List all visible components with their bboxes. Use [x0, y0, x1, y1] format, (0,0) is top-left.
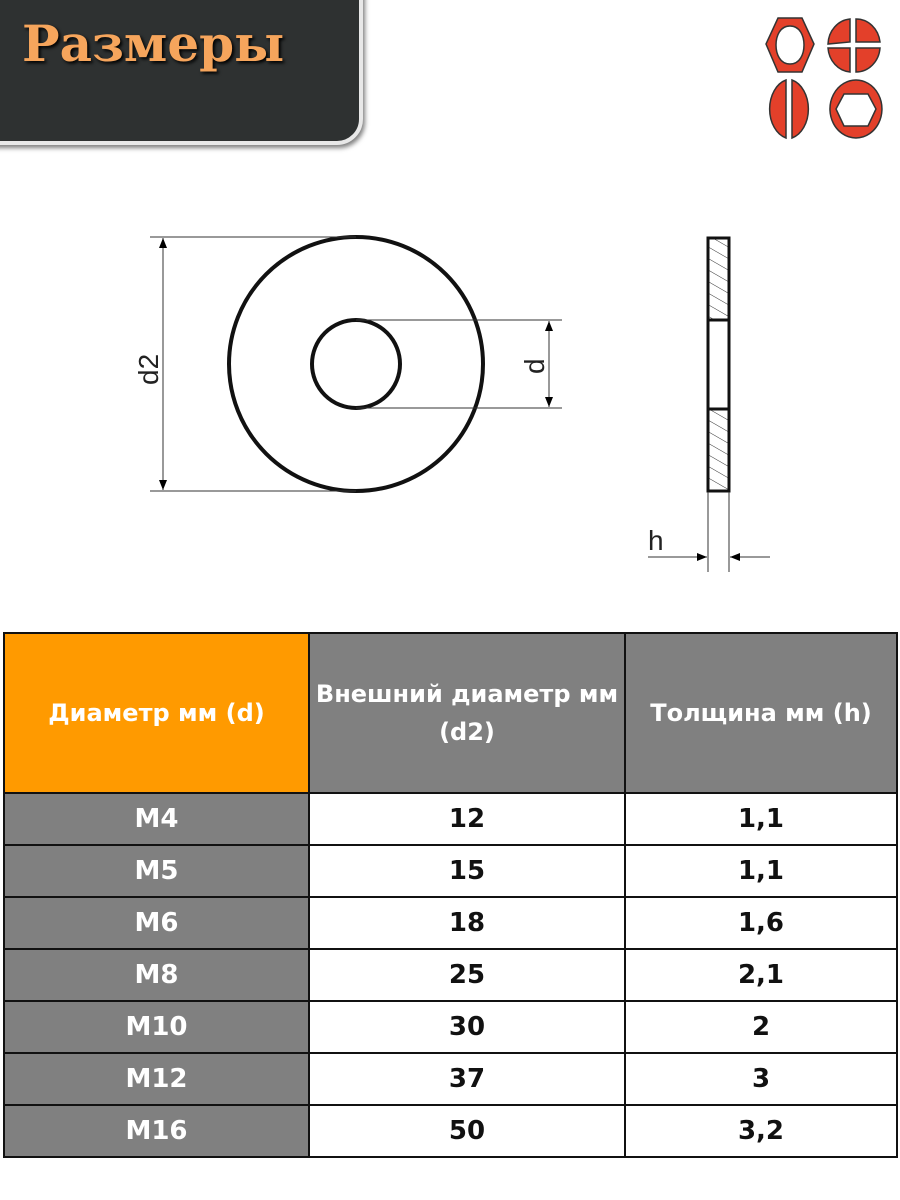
h-dimension — [648, 492, 770, 572]
cell-h: 1,1 — [624, 792, 898, 846]
cell-d2: 50 — [308, 1104, 626, 1158]
cell-size: M12 — [3, 1052, 310, 1106]
header-thickness: Толщина мм (h) — [624, 632, 898, 794]
table-row: M10 30 2 — [3, 1000, 898, 1054]
size-table: Диаметр мм (d) Внешний диаметр мм (d2) Т… — [3, 632, 898, 1158]
fastener-heads-icon — [765, 17, 883, 140]
table-header-row: Диаметр мм (d) Внешний диаметр мм (d2) Т… — [3, 632, 898, 794]
banner-title: Размеры — [22, 14, 285, 73]
d2-dimension — [150, 236, 356, 492]
d-label: d — [519, 358, 550, 374]
table-row: M12 37 3 — [3, 1052, 898, 1106]
d-dimension — [356, 319, 562, 409]
title-banner: Размеры — [0, 0, 363, 145]
table-row: M5 15 1,1 — [3, 844, 898, 898]
cell-d2: 37 — [308, 1052, 626, 1106]
cell-h: 3 — [624, 1052, 898, 1106]
cell-size: M5 — [3, 844, 310, 898]
cell-h: 2,1 — [624, 948, 898, 1002]
cell-size: M6 — [3, 896, 310, 950]
cell-d2: 18 — [308, 896, 626, 950]
table-row: M4 12 1,1 — [3, 792, 898, 846]
cell-size: M16 — [3, 1104, 310, 1158]
header-outer-diameter: Внешний диаметр мм (d2) — [308, 632, 626, 794]
cell-size: M4 — [3, 792, 310, 846]
cell-size: M8 — [3, 948, 310, 1002]
cell-d2: 12 — [308, 792, 626, 846]
cell-h: 3,2 — [624, 1104, 898, 1158]
cell-d2: 30 — [308, 1000, 626, 1054]
d2-label: d2 — [133, 354, 164, 385]
washer-side-view — [706, 236, 731, 493]
cell-size: M10 — [3, 1000, 310, 1054]
cell-d2: 25 — [308, 948, 626, 1002]
cell-d2: 15 — [308, 844, 626, 898]
table-row: M16 50 3,2 — [3, 1104, 898, 1158]
cell-h: 2 — [624, 1000, 898, 1054]
table-row: M8 25 2,1 — [3, 948, 898, 1002]
cell-h: 1,1 — [624, 844, 898, 898]
cell-h: 1,6 — [624, 896, 898, 950]
table-row: M6 18 1,6 — [3, 896, 898, 950]
washer-drawing: d2 d h — [133, 235, 770, 572]
washer-top-view — [227, 235, 485, 493]
h-label: h — [648, 525, 664, 556]
header-diameter: Диаметр мм (d) — [3, 632, 310, 794]
